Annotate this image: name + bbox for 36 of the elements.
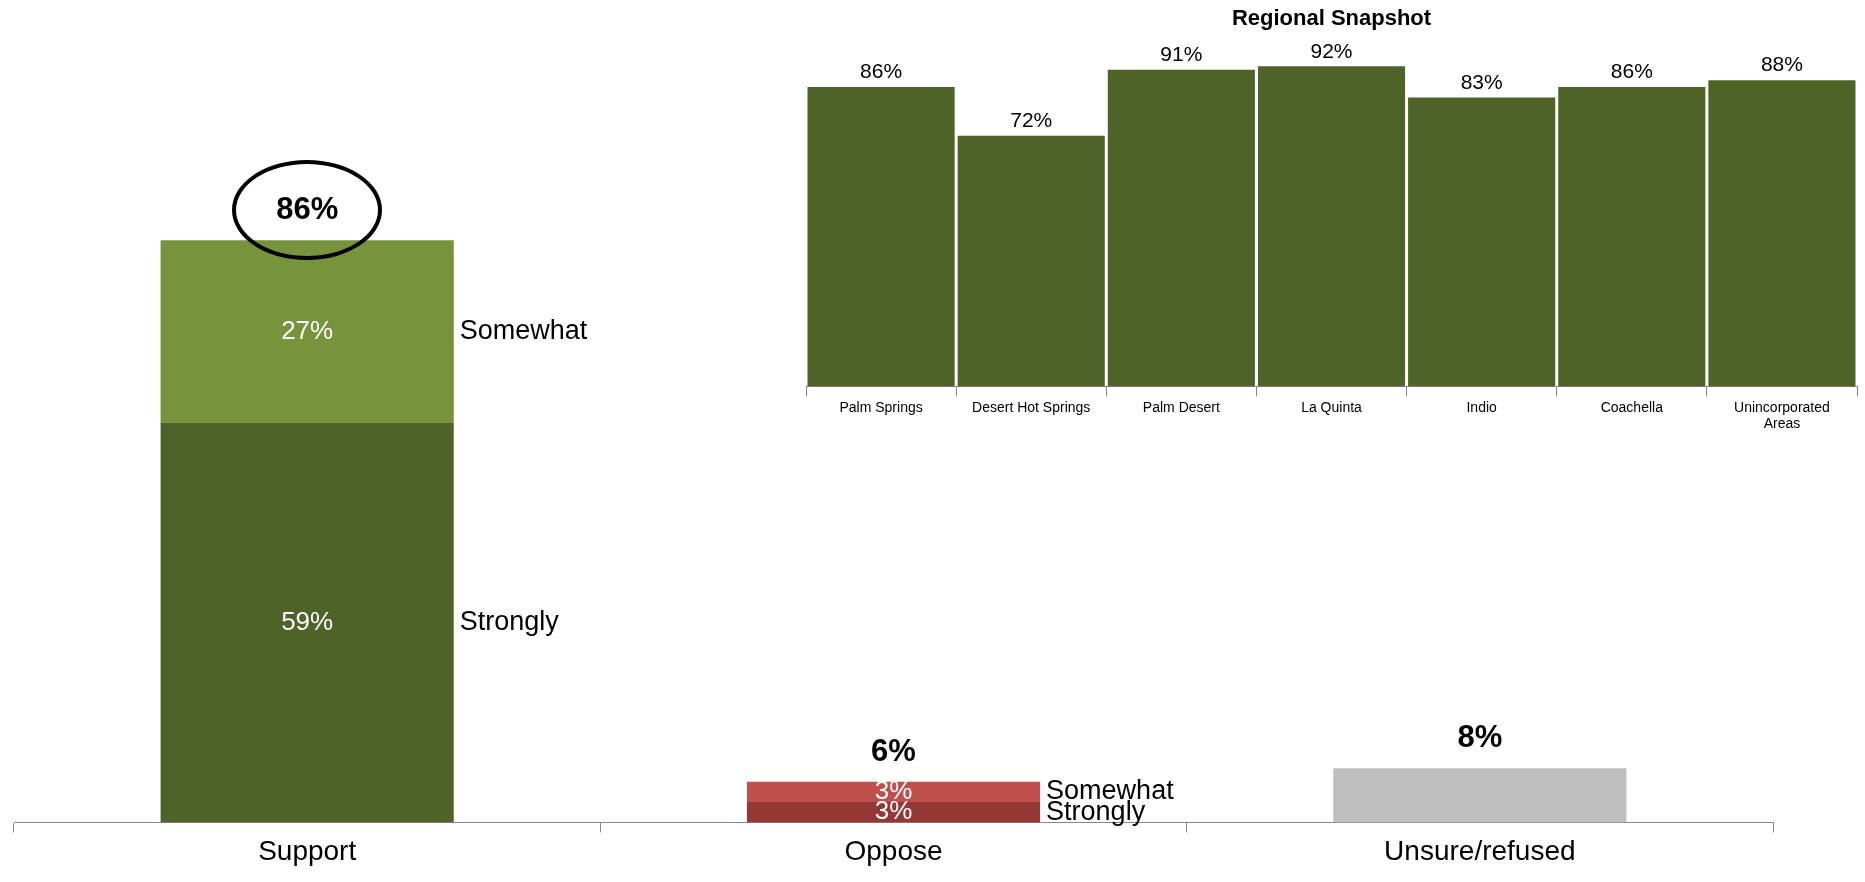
x-tick-label: Coachella — [1600, 398, 1664, 415]
bar — [746, 802, 1041, 823]
bar — [1558, 87, 1706, 387]
bar — [1408, 97, 1556, 387]
x-tick-label: La Quinta — [1301, 398, 1363, 415]
x-tick-label: Unincorporated Areas — [1734, 398, 1830, 432]
bar — [1257, 66, 1406, 387]
x-tick-label: Oppose — [844, 834, 943, 866]
total-label: 86% — [276, 191, 339, 227]
bar — [1107, 69, 1255, 387]
chart-title: Regional Snapshot — [1231, 5, 1432, 31]
x-tick-label: Palm Desert — [1142, 398, 1220, 415]
bar — [1708, 80, 1856, 387]
x-tick-label: Support — [258, 834, 357, 866]
bar — [957, 135, 1105, 387]
series-label: Strongly — [459, 606, 560, 637]
data-label: 92% — [1310, 38, 1353, 62]
series-label: Somewhat — [459, 315, 588, 346]
data-label: 72% — [1010, 108, 1053, 132]
bar — [1333, 768, 1627, 823]
x-tick-label: Indio — [1466, 398, 1498, 415]
data-label: 91% — [1160, 42, 1203, 66]
bar — [160, 422, 454, 823]
x-tick-label: Unsure/refused — [1384, 834, 1576, 866]
data-label: 86% — [860, 59, 903, 83]
total-label: 6% — [871, 732, 916, 768]
bar — [807, 87, 955, 387]
data-label: 59% — [281, 605, 334, 636]
data-label: 83% — [1460, 69, 1503, 93]
bar — [746, 781, 1041, 803]
x-tick-label: Desert Hot Springs — [972, 398, 1091, 415]
total-label: 8% — [1457, 719, 1503, 755]
data-label: 88% — [1760, 52, 1803, 76]
data-label: 86% — [1610, 59, 1653, 83]
x-tick-label: Palm Springs — [839, 398, 923, 415]
data-label: 27% — [281, 314, 334, 345]
